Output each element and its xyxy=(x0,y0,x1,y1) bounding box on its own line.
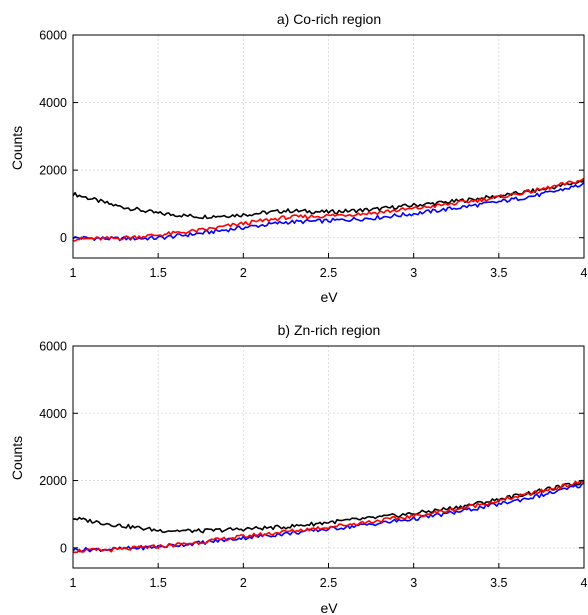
series-line xyxy=(72,480,585,554)
y-axis-label: Counts xyxy=(9,126,25,170)
panel-co-rich: a) Co-rich region eV Counts 1 1.5 2 2.5 3 3.5… xyxy=(9,11,588,305)
y-tick-label: 4000 xyxy=(39,96,67,110)
series-line xyxy=(72,181,585,242)
x-tick-label: 1 xyxy=(70,576,77,590)
y-tick-label: 2000 xyxy=(39,164,67,178)
x-tick-label: 2 xyxy=(240,576,247,590)
series-line xyxy=(72,479,585,534)
y-tick-label: 6000 xyxy=(39,29,67,43)
panel-title: b) Zn-rich region xyxy=(278,322,381,338)
series-line xyxy=(72,177,585,242)
x-tick-label: 3 xyxy=(410,266,417,280)
y-tick-label: 2000 xyxy=(39,474,67,488)
x-tick-label: 3.5 xyxy=(490,266,507,280)
x-tick-label: 2.5 xyxy=(320,576,337,590)
y-tick-label: 4000 xyxy=(39,407,67,421)
y-tick-label: 0 xyxy=(60,541,67,555)
x-tick-label: 3 xyxy=(410,576,417,590)
y-axis-label: Counts xyxy=(9,436,25,480)
x-tick-label: 1.5 xyxy=(149,576,166,590)
x-tick-label: 3.5 xyxy=(490,576,507,590)
x-tick-label: 2.5 xyxy=(320,266,337,280)
x-tick-label: 1.5 xyxy=(149,266,166,280)
x-axis-label: eV xyxy=(320,600,338,615)
x-tick-label: 4 xyxy=(581,576,588,590)
x-axis-label: eV xyxy=(320,289,338,305)
y-tick-label: 6000 xyxy=(39,340,67,354)
y-tick-label: 0 xyxy=(60,231,67,245)
x-tick-label: 2 xyxy=(240,266,247,280)
x-tick-label: 1 xyxy=(70,266,77,280)
series-line xyxy=(72,482,585,553)
panel-zn-rich: b) Zn-rich region eV Counts 1 1.5 2 2.5 3 3.5… xyxy=(9,322,588,615)
panel-title: a) Co-rich region xyxy=(277,11,381,27)
x-tick-label: 4 xyxy=(581,266,588,280)
